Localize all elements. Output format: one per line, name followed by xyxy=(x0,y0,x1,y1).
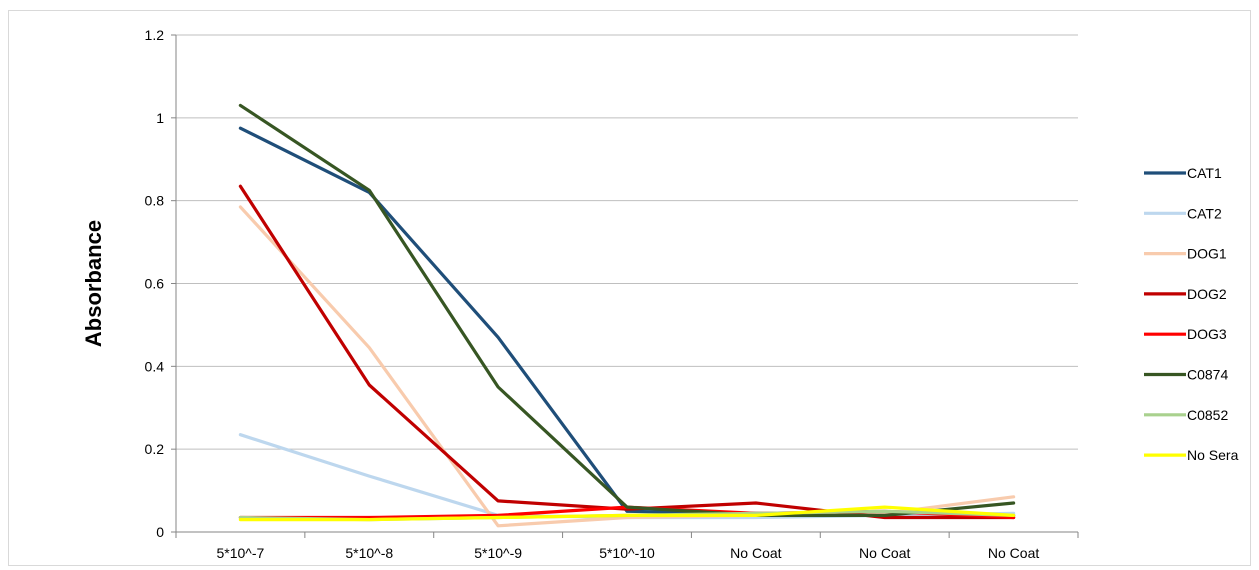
y-tick-label: 0 xyxy=(156,524,164,540)
x-tick-label: 5*10^-10 xyxy=(599,545,655,561)
series-line-dog2 xyxy=(238,184,1016,520)
y-tick-label: 0.6 xyxy=(145,276,165,292)
x-tick-label: No Coat xyxy=(730,545,781,561)
x-tick-label: 5*10^-9 xyxy=(474,545,522,561)
legend-label-dog1: DOG1 xyxy=(1187,246,1227,262)
x-tick-label: No Coat xyxy=(859,545,910,561)
y-tick-label: 1.2 xyxy=(145,27,165,43)
legend-label-no-sera: No Sera xyxy=(1187,447,1239,463)
y-tick-label: 1 xyxy=(156,110,164,126)
legend-label-c0852: C0852 xyxy=(1187,407,1228,423)
legend-label-cat2: CAT2 xyxy=(1187,205,1222,221)
x-tick-label: 5*10^-8 xyxy=(345,545,393,561)
series-line-c0874 xyxy=(238,103,1016,517)
legend-label-dog2: DOG2 xyxy=(1187,286,1227,302)
x-tick-label: No Coat xyxy=(988,545,1039,561)
axes: 0 0.2 0.4 0.6 0.8 1 1.2 5*10^-7 5*10^-8 5*10^-9 5*… xyxy=(145,27,1079,561)
series-line-dog1 xyxy=(238,205,1016,528)
x-tick-label: 5*10^-7 xyxy=(217,545,265,561)
y-tick-label: 0.8 xyxy=(145,193,165,209)
series-lines xyxy=(238,103,1016,528)
line-chart: 0 0.2 0.4 0.6 0.8 1 1.2 5*10^-7 5*10^-8 5*10^-9 5*… xyxy=(81,27,1239,561)
legend: CAT1 CAT2 DOG1 DOG2 DOG3 C0874 C0852 No Sera xyxy=(1144,165,1239,463)
series-line-no-sera xyxy=(238,505,1016,522)
series-line-cat1 xyxy=(238,126,1016,517)
gridlines xyxy=(176,34,1078,450)
chart-area: 0 0.2 0.4 0.6 0.8 1 1.2 5*10^-7 5*10^-8 5*10^-9 5*… xyxy=(8,10,1251,566)
legend-label-cat1: CAT1 xyxy=(1187,165,1222,181)
y-tick-label: 0.2 xyxy=(145,441,165,457)
legend-label-dog3: DOG3 xyxy=(1187,326,1227,342)
y-tick-label: 0.4 xyxy=(145,358,165,374)
y-axis-title: Absorbance xyxy=(81,220,106,347)
legend-label-c0874: C0874 xyxy=(1187,367,1228,383)
